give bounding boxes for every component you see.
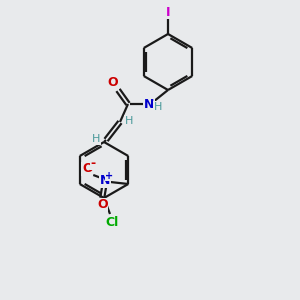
Text: +: + (105, 171, 113, 181)
Text: N: N (144, 98, 154, 112)
Text: I: I (166, 5, 170, 19)
Text: H: H (154, 102, 162, 112)
Text: H: H (92, 134, 100, 144)
Text: Cl: Cl (105, 215, 119, 229)
Text: -: - (91, 157, 96, 169)
Text: H: H (125, 116, 133, 126)
Text: N: N (100, 175, 110, 188)
Text: O: O (82, 163, 93, 176)
Text: O: O (97, 199, 108, 212)
Text: O: O (108, 76, 118, 89)
